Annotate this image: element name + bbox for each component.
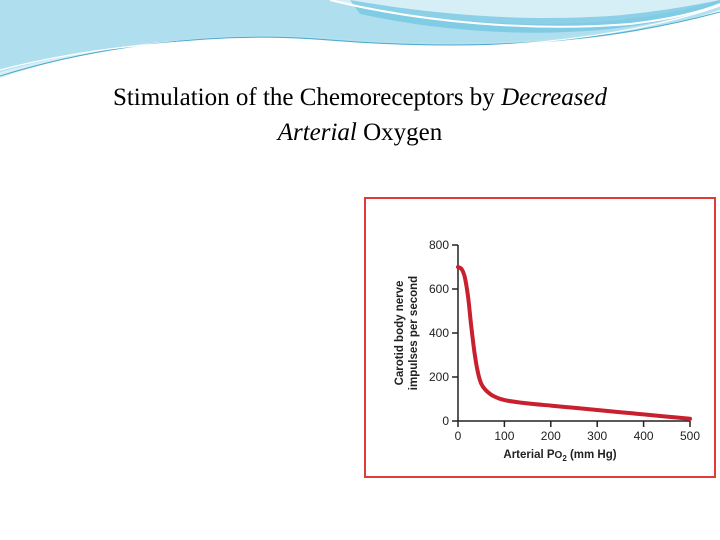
title-italic-arterial: Arterial bbox=[277, 119, 357, 146]
swoosh-line-2 bbox=[0, 5, 720, 71]
y-axis-title-line2: impulses per second bbox=[408, 276, 420, 390]
x-tick-label: 400 bbox=[634, 429, 654, 443]
y-tick-label: 0 bbox=[442, 414, 449, 428]
header-swoosh-decoration bbox=[0, 0, 720, 78]
x-axis-title-main: Arterial P bbox=[503, 449, 554, 461]
x-tick-label: 200 bbox=[541, 429, 561, 443]
x-tick-label: 300 bbox=[587, 429, 607, 443]
x-axis-title-sub-o: O bbox=[555, 450, 563, 461]
title-text-1: Stimulation of the Chemoreceptors by bbox=[112, 84, 502, 111]
y-tick-label: 800 bbox=[429, 238, 449, 252]
y-axis-title-line1: Carotid body nerve bbox=[394, 281, 406, 386]
swoosh-line-3 bbox=[329, 0, 720, 28]
y-axis-title: Carotid body nerve impulses per second bbox=[394, 276, 420, 390]
title-italic-decreased: Decreased bbox=[501, 84, 608, 111]
x-axis-title-sub-2: 2 bbox=[562, 454, 567, 463]
x-tick-label: 500 bbox=[680, 429, 700, 443]
chart-frame: Carotid body nerve impulses per second 0… bbox=[364, 197, 716, 478]
y-tick-label: 200 bbox=[429, 370, 449, 384]
chart-svg: Carotid body nerve impulses per second 0… bbox=[394, 238, 700, 463]
swoosh-line-1 bbox=[0, 11, 720, 77]
ticks: 0 200 400 600 800 0 100 200 300 400 500 bbox=[429, 238, 700, 443]
x-tick-label: 100 bbox=[494, 429, 514, 443]
series-line bbox=[456, 265, 692, 421]
x-axis-title-unit: (mm Hg) bbox=[567, 449, 617, 461]
y-tick-label: 600 bbox=[429, 282, 449, 296]
slide-title: Stimulation of the Chemoreceptors by Dec… bbox=[40, 80, 680, 150]
x-tick-label: 0 bbox=[455, 429, 462, 443]
swoosh-fill-mid bbox=[0, 0, 720, 72]
x-axis-title: Arterial PO2 (mm Hg) bbox=[503, 449, 616, 463]
y-tick-label: 400 bbox=[429, 326, 449, 340]
series-group bbox=[456, 265, 692, 421]
title-text-2: Oxygen bbox=[356, 119, 443, 146]
